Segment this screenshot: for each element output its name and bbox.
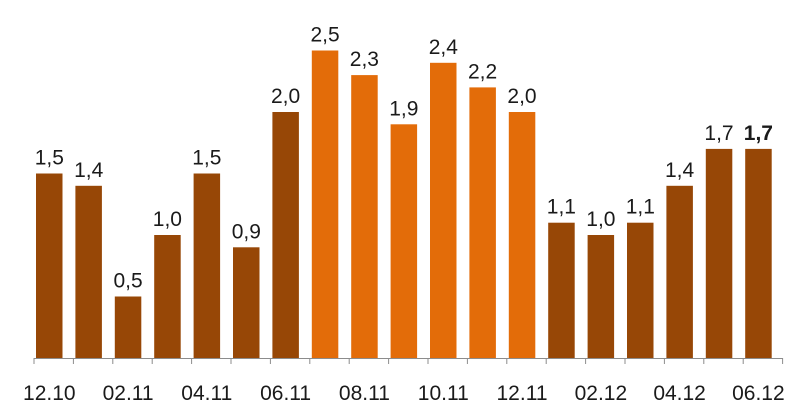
bar-9 <box>390 124 418 358</box>
data-label-16: 1,4 <box>665 159 695 182</box>
bar-18 <box>745 148 772 358</box>
data-label-18: 1,7 <box>744 122 773 145</box>
bars-group <box>36 50 772 359</box>
value-labels-group: 1,5 1,4 0,5 1,0 1,5 0,9 2,0 2,5 2,3 1,9 2,4 2,2 2,0 1… <box>35 24 773 293</box>
x-tick-label-0: 12.10 <box>23 382 76 405</box>
x-tick-label-4: 08.11 <box>339 382 390 405</box>
x-tick-label-5: 10.11 <box>418 382 469 405</box>
x-tick-label-8: 04.12 <box>653 382 706 405</box>
data-label-17: 1,7 <box>704 122 733 145</box>
x-tick-labels-group: 12.10 02.11 04.11 06.11 08.11 10.11 12.11 02.12… <box>23 382 785 405</box>
data-label-13: 1,1 <box>547 196 576 219</box>
bar-3 <box>154 235 181 358</box>
data-label-4: 1,5 <box>192 147 221 170</box>
bar-4 <box>193 173 221 358</box>
data-label-1: 1,4 <box>74 159 104 182</box>
x-tick-label-3: 06.11 <box>260 382 311 405</box>
data-label-12: 2,0 <box>507 85 536 108</box>
x-tick-label-1: 02.11 <box>103 382 154 405</box>
bar-7 <box>311 50 339 358</box>
data-label-0: 1,5 <box>35 147 64 170</box>
bar-13 <box>548 222 575 358</box>
bar-17 <box>705 148 733 358</box>
data-label-2: 0,5 <box>113 270 142 293</box>
data-label-15: 1,1 <box>626 196 655 219</box>
bar-5 <box>233 247 260 358</box>
data-label-3: 1,0 <box>153 208 182 231</box>
x-tick-label-7: 02.12 <box>575 382 628 405</box>
data-label-9: 1,9 <box>389 97 418 120</box>
bar-1 <box>75 185 102 358</box>
x-tick-label-9: 06.12 <box>732 382 785 405</box>
data-label-7: 2,5 <box>310 24 339 47</box>
data-label-5: 0,9 <box>232 220 261 243</box>
bar-16 <box>666 185 693 358</box>
data-label-11: 2,2 <box>468 60 497 83</box>
bar-11 <box>469 87 496 359</box>
data-label-8: 2,3 <box>350 48 379 71</box>
data-label-6: 2,0 <box>271 85 300 108</box>
bar-14 <box>587 235 615 358</box>
bar-15 <box>627 222 654 358</box>
x-tick-label-6: 12.11 <box>497 382 548 405</box>
bar-6 <box>272 112 299 358</box>
x-axis <box>33 358 784 364</box>
data-label-10: 2,4 <box>429 36 459 59</box>
x-tick-label-2: 04.11 <box>181 382 232 405</box>
bar-12 <box>508 112 536 358</box>
bar-8 <box>351 75 378 358</box>
bar-2 <box>114 296 142 358</box>
bar-10 <box>430 62 457 359</box>
data-label-14: 1,0 <box>586 208 615 231</box>
bar-0 <box>36 173 63 358</box>
